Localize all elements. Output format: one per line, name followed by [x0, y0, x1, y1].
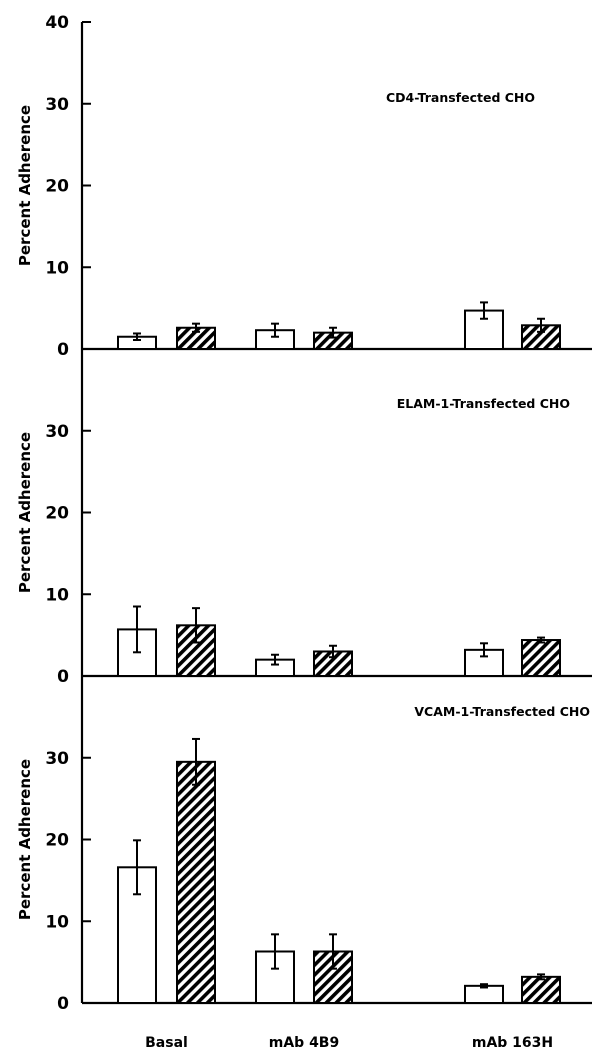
y-tick-label: 0: [57, 667, 69, 687]
y-tick-label: 20: [45, 504, 69, 524]
x-category-label: mAb 163H: [472, 1035, 553, 1051]
y-tick-label: 20: [45, 177, 69, 197]
y-tick-label: 30: [45, 422, 69, 442]
chart-panel: 0 10 20 30 Percent Adherence VCAM-1-Transfect…: [16, 676, 592, 1014]
chart-panel: 0 10 20 30 Percent Adherence ELAM-1-Transfect…: [16, 349, 592, 687]
x-category-label: Basal: [145, 1035, 188, 1051]
y-axis-label: Percent Adherence: [16, 432, 34, 593]
chart-panels: 0 10 20 30 40 Percent Adherence CD4-Transfecte…: [16, 13, 592, 1014]
panel-title: CD4-Transfected CHO: [386, 90, 535, 105]
y-tick-label: 0: [57, 340, 69, 360]
x-axis-categories: Basal mAb 4B9 mAb 163H: [145, 1035, 553, 1051]
y-tick-label: 10: [45, 912, 69, 932]
y-tick-label: 30: [45, 749, 69, 769]
y-tick-label: 0: [57, 994, 69, 1014]
y-tick-label: 10: [45, 258, 69, 278]
y-axis-label: Percent Adherence: [16, 759, 34, 920]
y-tick-label: 30: [45, 95, 69, 115]
y-axis-label: Percent Adherence: [16, 105, 34, 266]
y-tick-label: 40: [45, 13, 69, 33]
panel-title: ELAM-1-Transfected CHO: [397, 396, 570, 411]
chart-panel: 0 10 20 30 40 Percent Adherence CD4-Transfecte…: [16, 13, 592, 360]
y-tick-label: 20: [45, 831, 69, 851]
bar-hatched: [176, 760, 216, 1005]
panel-title: VCAM-1-Transfected CHO: [414, 704, 590, 719]
bar-hatched: [521, 975, 561, 1005]
bar-hatched: [521, 639, 561, 678]
y-tick-label: 10: [45, 585, 69, 605]
x-category-label: mAb 4B9: [269, 1035, 339, 1051]
